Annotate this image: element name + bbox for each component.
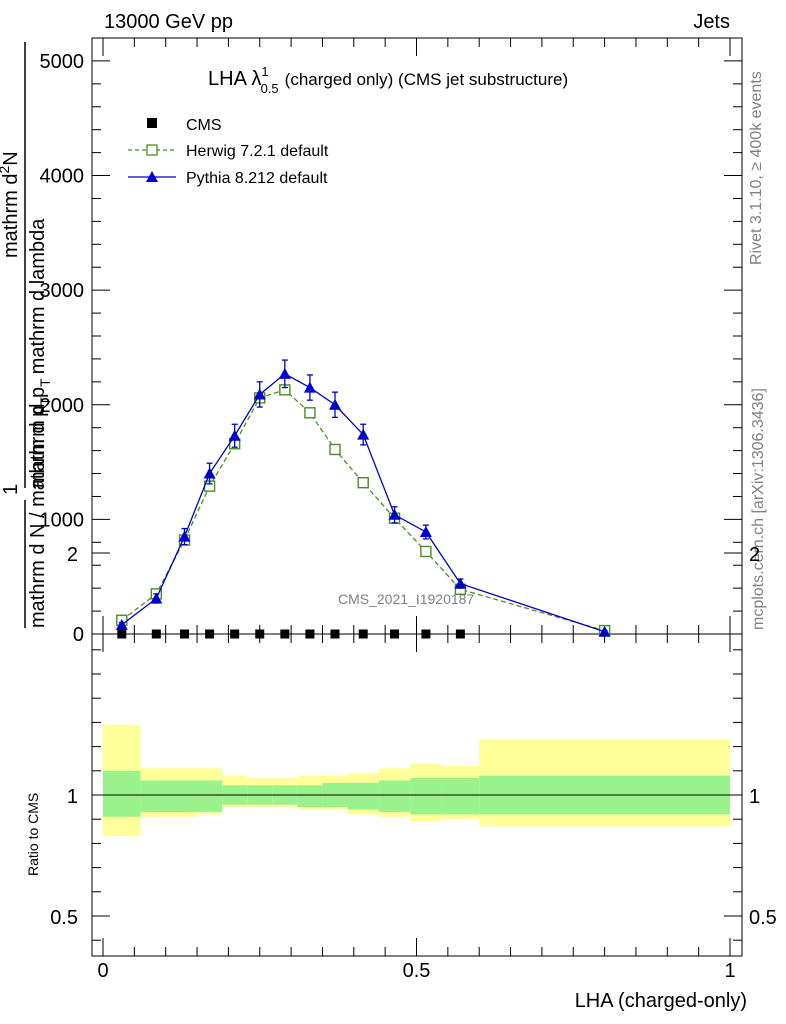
herwig-data-point [304,407,316,419]
cms-data-point [180,629,190,639]
plot-title: LHA λ1 0.5 (charged only) (CMS jet substru… [208,64,568,96]
pythia-data-point [328,398,341,410]
cms-data-point [280,629,290,639]
ratio-inner-band [197,780,223,812]
legend: CMS Herwig 7.2.1 default Pythia 8.212 de… [128,117,329,187]
x-tick-label: 1 [724,960,735,982]
plot-title-sub: 0.5 [261,81,279,96]
plot-title-main: LHA λ [208,68,261,90]
y-frac-right-num: mathrm d2N [0,151,22,258]
pythia-line [121,373,605,633]
main-y-axis-label: 1 mathrm d N / mathrm d pT mathrm d2N ma… [0,42,53,628]
main-series [115,359,611,639]
ratio-y-tick-label-right: 2 [749,544,760,566]
y-frac-right-den: mathrm d pTmathrm d lambda [27,218,53,488]
legend-cms-marker [147,118,157,128]
pythia-data-point [253,388,266,400]
ratio-y-tick-label-left: 2 [67,544,78,566]
ratio-inner-band [297,785,323,808]
cms-data-point [255,629,265,639]
cms-data-point [205,629,215,639]
cms-data-point [305,629,315,639]
pythia-data-point [150,592,163,604]
ratio-y-tick-label-right: 1 [749,786,760,808]
cms-data-point [390,629,400,639]
cms-data-point [117,629,127,639]
y-frac-left-den: mathrm d N / mathrm d pT [27,397,53,628]
cms-data-point [455,629,465,639]
cms-data-point [230,629,240,639]
main-y-tick-label: 3000 [40,280,85,302]
pythia-data-point [278,367,291,379]
x-tick-label: 0.5 [403,960,431,982]
cms-data-point [151,629,161,639]
x-axis-label: LHA (charged-only) [575,990,747,1012]
header-right: Jets [693,11,730,33]
ratio-y-tick-label-left: 0.5 [50,907,78,929]
cms-data-point [421,629,431,639]
main-y-tick-label: 1000 [40,509,85,531]
pythia-data-point [357,428,370,440]
pythia-data-point [598,625,611,637]
pythia-data-point [388,508,401,520]
legend-herwig-label: Herwig 7.2.1 default [186,143,329,160]
ratio-inner-band [378,780,411,812]
x-tick-label: 0 [97,960,108,982]
legend-pythia-label: Pythia 8.212 default [186,170,328,187]
main-y-tick-label: 2000 [40,395,85,417]
pythia-data-point [228,429,241,441]
pythia-data-point [419,525,432,537]
header-left: 13000 GeV pp [104,11,233,33]
ratio-inner-band [140,780,198,812]
main-y-tick-label: 4000 [40,166,85,188]
ratio-y-tick-label-right: 0.5 [749,907,777,929]
herwig-data-point [420,545,432,558]
ratio-inner-band [103,770,141,817]
analysis-watermark: CMS_2021_I1920187 [338,591,474,607]
plot-title-rest: (charged only) (CMS jet substructure) [285,70,568,89]
y-frac-left-num: 1 [0,484,22,495]
legend-herwig-marker [146,144,158,156]
main-y-tick-label: 5000 [40,51,85,73]
cms-data-point [358,629,368,639]
plot-title-sup: 1 [261,64,268,79]
pythia-data-point [115,618,128,630]
mcplots-label: mcplots.cern.ch [arXiv:1306.3436] [750,388,767,630]
ratio-bands [103,724,730,837]
cms-data-point [330,629,340,639]
main-y-tick-label: 0 [73,624,84,646]
ratio-inner-band [347,782,379,810]
pythia-data-point [178,530,191,542]
herwig-data-point [329,443,341,456]
herwig-data-point [357,477,369,489]
pythia-data-point [303,381,316,393]
ratio-y-axis-label: Ratio to CMS [25,793,41,876]
ratio-inner-band [441,778,480,815]
pythia-data-point [203,467,216,479]
ratio-inner-band [410,778,442,815]
legend-cms-label: CMS [186,117,222,134]
legend-pythia-marker [146,171,158,182]
ratio-y-tick-label-left: 1 [67,786,78,808]
pythia-data-point [454,577,467,589]
rivet-label: Rivet 3.1.10, ≥ 400k events [748,71,765,265]
